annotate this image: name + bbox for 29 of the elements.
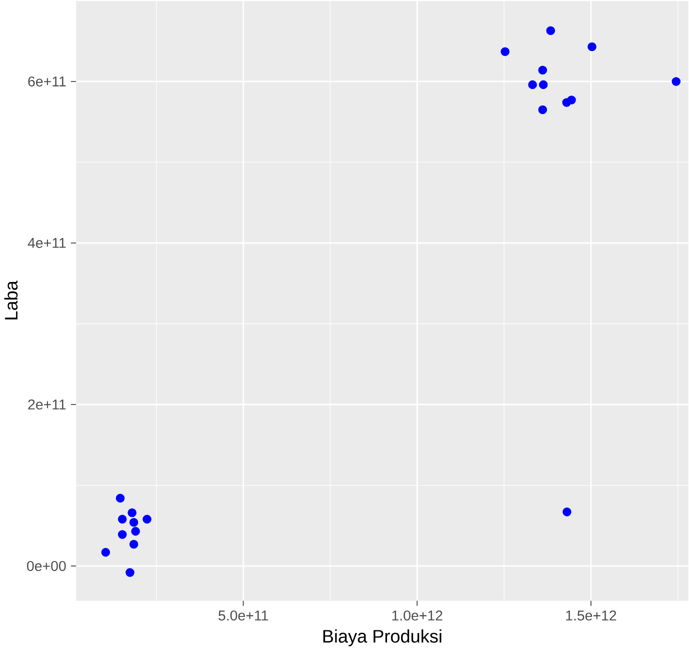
point (129, 540, 138, 549)
point (538, 80, 548, 90)
y-tick-label: 6e+11 (28, 76, 66, 87)
point (101, 548, 110, 557)
point (588, 42, 596, 52)
y-tick-label: 0e+00 (27, 561, 66, 572)
point (128, 508, 136, 518)
y-axis-title: Laba (4, 280, 18, 320)
x-tick-label: 1.5e+12 (566, 610, 616, 621)
point (118, 530, 127, 540)
point (528, 80, 537, 90)
x-tick-label: 5.0e+11 (218, 610, 268, 621)
point (538, 106, 548, 114)
point (129, 518, 138, 528)
point (500, 47, 510, 56)
point (538, 66, 548, 75)
point (131, 527, 140, 536)
x-axis-title: Biaya Produksi (323, 630, 442, 646)
point (116, 494, 125, 503)
y-tick-label: 2e+11 (28, 400, 66, 410)
point (672, 77, 681, 86)
y-tick-label: 4e+11 (28, 238, 66, 248)
point (118, 514, 127, 524)
point (567, 96, 576, 105)
point (546, 26, 556, 36)
x-tick-label: 1.0e+12 (392, 610, 442, 621)
point (562, 508, 572, 517)
point (142, 514, 152, 524)
point (126, 568, 134, 578)
